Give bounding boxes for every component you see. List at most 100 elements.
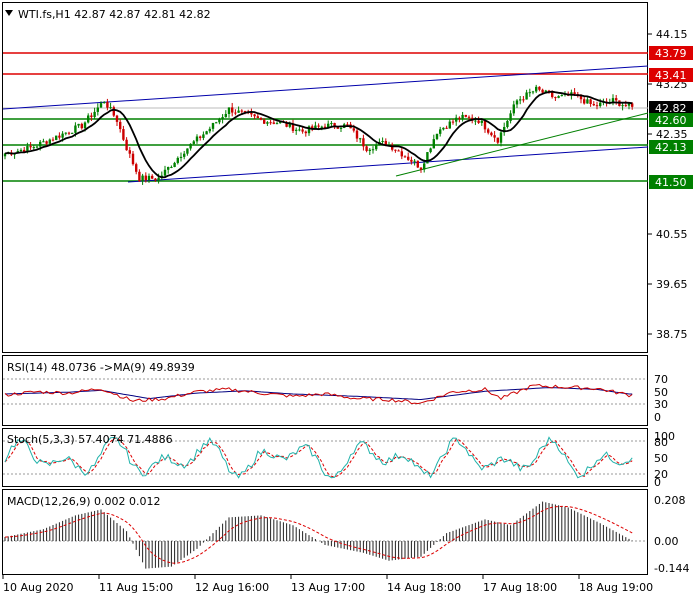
candle-body <box>77 123 80 126</box>
candle-body <box>23 149 26 153</box>
macd-signal-line <box>4 505 633 564</box>
stoch-title: Stoch(5,3,3) 57.4074 71.4886 <box>7 433 173 446</box>
candle-body <box>298 129 301 131</box>
candle-body <box>589 99 592 105</box>
candle-body <box>416 160 419 168</box>
macd-histogram <box>4 501 633 569</box>
candle-body <box>474 120 477 122</box>
stoch-tick-label: 50 <box>654 452 668 465</box>
price-tag-label: 43.41 <box>655 69 687 82</box>
candle-body <box>551 92 554 98</box>
candle-body <box>557 96 560 98</box>
candle-body <box>58 135 61 138</box>
candle-body <box>519 99 522 101</box>
candle-body <box>93 111 96 118</box>
candle-body <box>234 112 237 114</box>
candle-body <box>490 132 493 136</box>
rsi-line <box>4 383 633 405</box>
candle-body <box>483 120 487 130</box>
candle-body <box>170 166 173 168</box>
candles-group <box>3 84 634 185</box>
candle-body <box>45 141 48 144</box>
candle-body <box>80 123 83 129</box>
candle-body <box>535 86 538 92</box>
candle-body <box>205 131 208 135</box>
price-tag-label: 42.60 <box>655 114 687 127</box>
candle-body <box>71 132 74 134</box>
price-tag-43.79: 43.79 <box>649 46 693 60</box>
price-tag-label: 43.79 <box>655 47 687 60</box>
candle-body <box>163 169 167 176</box>
candle-body <box>560 95 563 97</box>
stoch-tick-label: 80 <box>654 436 668 449</box>
x-tick-label: 13 Aug 17:00 <box>291 581 365 594</box>
candle-body <box>375 144 378 150</box>
rising-support-trendline[interactable] <box>395 112 649 177</box>
candle-body <box>525 92 528 100</box>
candle-body <box>131 153 135 165</box>
candle-body <box>183 153 186 157</box>
candle-body <box>477 120 480 123</box>
candle-body <box>451 121 455 123</box>
candle-body <box>151 175 154 179</box>
candle-body <box>35 146 39 148</box>
candle-body <box>218 119 221 123</box>
candle-body <box>179 156 183 158</box>
macd-tick-label: 0.208 <box>654 494 686 507</box>
candle-body <box>195 136 199 142</box>
candle-body <box>631 103 634 107</box>
y-tick-label: 42.35 <box>656 128 688 141</box>
candle-body <box>330 123 333 125</box>
macd-tick-label: 0.00 <box>654 535 679 548</box>
candle-body <box>253 114 256 117</box>
candle-body <box>410 159 413 162</box>
price-tag-current: 42.82 <box>649 101 693 115</box>
stoch-tick-label: 0 <box>654 476 661 489</box>
macd-title: MACD(12,26,9) 0.002 0.012 <box>7 495 161 508</box>
channel-lower-trendline[interactable] <box>127 146 649 183</box>
collapse-triangle-icon[interactable] <box>5 10 13 16</box>
candle-body <box>458 117 461 119</box>
candle-body <box>407 156 410 160</box>
candle-body <box>147 175 151 181</box>
x-tick-label: 17 Aug 18:00 <box>483 581 557 594</box>
candle-body <box>346 124 349 126</box>
price-tag-label: 42.82 <box>655 102 687 115</box>
candle-body <box>167 167 170 170</box>
candle-body <box>599 102 602 107</box>
x-tick-label: 12 Aug 16:00 <box>195 581 269 594</box>
candle-body <box>413 160 416 162</box>
candle-body <box>336 127 339 129</box>
candle-body <box>119 121 122 130</box>
candle-body <box>266 122 269 124</box>
candle-body <box>272 122 275 124</box>
candle-body <box>279 121 282 124</box>
candle-body <box>365 146 368 151</box>
candle-body <box>51 139 55 141</box>
candle-body <box>263 119 266 124</box>
candle-body <box>144 175 147 181</box>
candle-body <box>243 111 247 113</box>
channel-upper-trendline[interactable] <box>2 65 649 110</box>
candle-body <box>394 149 397 151</box>
y-tick-label: 39.65 <box>656 278 688 291</box>
candle-body <box>339 127 343 129</box>
candle-body <box>573 92 576 95</box>
candle-body <box>403 156 407 158</box>
candle-body <box>103 102 106 104</box>
candle-body <box>29 146 32 148</box>
candle-body <box>112 107 115 116</box>
candle-body <box>586 99 589 104</box>
candle-body <box>423 163 426 170</box>
candle-body <box>627 103 631 106</box>
candle-body <box>115 115 119 122</box>
candle-body <box>285 122 288 127</box>
candle-body <box>445 127 448 129</box>
candle-body <box>48 139 51 144</box>
candle-body <box>199 136 202 138</box>
candle-body <box>109 107 112 109</box>
candle-body <box>506 120 509 127</box>
candle-body <box>128 150 131 154</box>
candle-body <box>202 134 205 138</box>
